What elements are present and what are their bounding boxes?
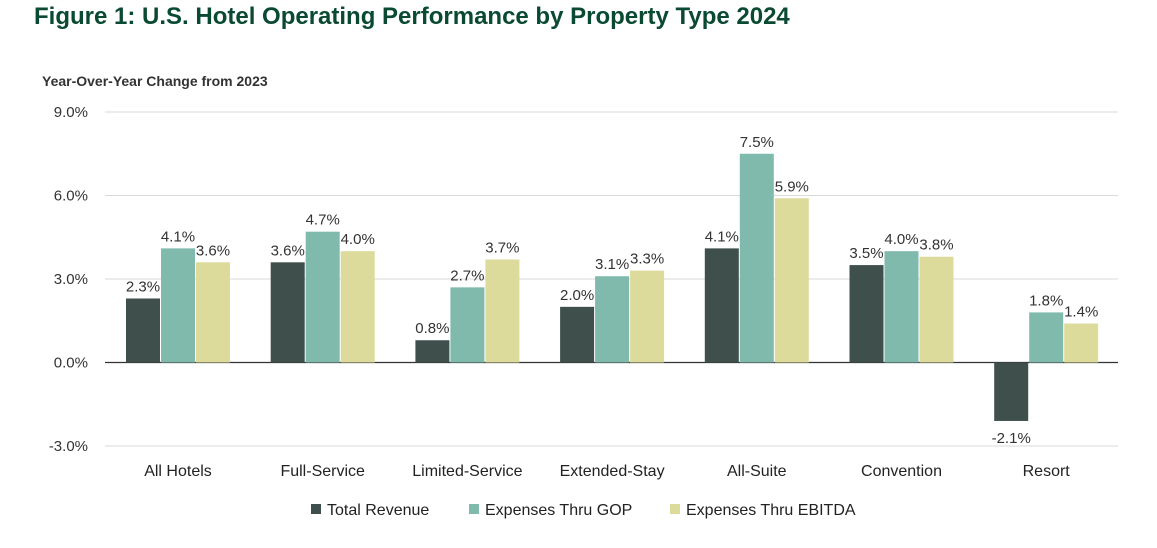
data-label: 1.4% bbox=[1064, 304, 1098, 321]
data-label: 4.1% bbox=[705, 228, 739, 245]
x-axis-categories: All Hotels Full-Service Limited-Service Ext… bbox=[144, 463, 1070, 480]
legend-label: Expenses Thru EBITDA bbox=[686, 502, 856, 519]
data-label: 4.7% bbox=[306, 212, 340, 229]
bar bbox=[994, 362, 1029, 421]
legend-swatch bbox=[311, 504, 321, 514]
figure-title: Figure 1: U.S. Hotel Operating Performan… bbox=[34, 3, 790, 30]
data-label: 3.5% bbox=[849, 245, 883, 262]
data-label: -2.1% bbox=[992, 430, 1031, 447]
legend-swatch bbox=[670, 504, 680, 514]
bar bbox=[595, 276, 630, 363]
data-labels: 2.3%4.1%3.6% 3.6%4.7%4.0%0.8%2.7%3.7%2.0%… bbox=[126, 134, 1098, 447]
data-label: 4.0% bbox=[341, 231, 375, 248]
legend[interactable]: Total Revenue Expenses Thru GOP Expenses T… bbox=[311, 502, 856, 519]
y-axis-title: Year-Over-Year Change from 2023 bbox=[42, 73, 268, 89]
bar bbox=[305, 231, 340, 363]
bar bbox=[884, 251, 919, 363]
legend-item[interactable]: Expenses Thru GOP bbox=[469, 502, 632, 519]
data-label: 0.8% bbox=[415, 320, 449, 337]
bar bbox=[340, 251, 375, 363]
bar bbox=[849, 265, 884, 363]
bar bbox=[415, 340, 450, 363]
data-label: 3.7% bbox=[485, 240, 519, 257]
data-label: 2.3% bbox=[126, 278, 160, 295]
data-label: 3.6% bbox=[196, 242, 230, 259]
bar bbox=[161, 248, 195, 363]
y-tick-label: 6.0% bbox=[54, 188, 88, 205]
bar bbox=[630, 270, 665, 363]
data-label: 7.5% bbox=[740, 134, 774, 151]
legend-item[interactable]: Expenses Thru EBITDA bbox=[670, 502, 856, 519]
bar bbox=[270, 262, 305, 363]
y-axis-ticks: -3.0% 0.0% 3.0% 6.0% 9.0% bbox=[49, 104, 88, 455]
x-tick-label: All Hotels bbox=[144, 463, 212, 480]
bar bbox=[704, 248, 739, 363]
bar bbox=[1029, 312, 1064, 363]
x-tick-label: Resort bbox=[1023, 463, 1071, 480]
y-tick-label: 0.0% bbox=[54, 355, 88, 372]
bar bbox=[919, 256, 954, 363]
x-tick-label: Limited-Service bbox=[412, 463, 522, 480]
y-tick-label: 3.0% bbox=[54, 271, 88, 288]
y-tick-label: 9.0% bbox=[54, 104, 88, 121]
data-label: 3.3% bbox=[630, 251, 664, 268]
bar bbox=[774, 198, 809, 363]
data-label: 1.8% bbox=[1029, 292, 1063, 309]
bar bbox=[1064, 323, 1099, 363]
bar bbox=[485, 259, 520, 363]
x-tick-label: Extended-Stay bbox=[560, 463, 665, 480]
bars bbox=[126, 153, 1099, 421]
data-label: 3.6% bbox=[271, 242, 305, 259]
data-label: 2.7% bbox=[450, 267, 484, 284]
x-tick-label: Full-Service bbox=[280, 463, 365, 480]
bar bbox=[196, 262, 230, 363]
data-label: 3.8% bbox=[919, 237, 953, 254]
data-label: 5.9% bbox=[775, 178, 809, 195]
data-label: 4.1% bbox=[161, 228, 195, 245]
legend-label: Total Revenue bbox=[327, 502, 429, 519]
y-tick-label: -3.0% bbox=[49, 438, 88, 455]
bar bbox=[126, 298, 160, 363]
bar bbox=[739, 153, 774, 363]
bar bbox=[560, 306, 595, 363]
x-tick-label: All-Suite bbox=[727, 463, 787, 480]
bar bbox=[450, 287, 485, 363]
legend-item[interactable]: Total Revenue bbox=[311, 502, 429, 519]
x-tick-label: Convention bbox=[861, 463, 942, 480]
legend-label: Expenses Thru GOP bbox=[485, 502, 632, 519]
data-label: 2.0% bbox=[560, 287, 594, 304]
legend-swatch bbox=[469, 504, 479, 514]
data-label: 4.0% bbox=[884, 231, 918, 248]
data-label: 3.1% bbox=[595, 256, 629, 273]
